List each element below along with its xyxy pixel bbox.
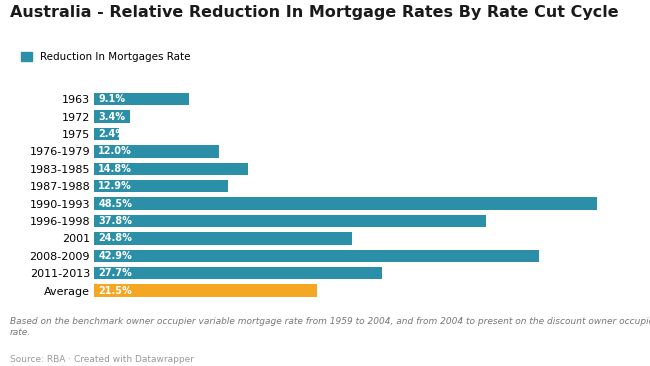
- Text: 42.9%: 42.9%: [98, 251, 132, 261]
- Text: 2.4%: 2.4%: [98, 129, 125, 139]
- Text: 14.8%: 14.8%: [98, 164, 133, 174]
- Text: 12.9%: 12.9%: [98, 181, 132, 191]
- Text: Based on the benchmark owner occupier variable mortgage rate from 1959 to 2004, : Based on the benchmark owner occupier va…: [10, 317, 650, 337]
- Bar: [94, 267, 382, 280]
- Text: Source: RBA · Created with Datawrapper: Source: RBA · Created with Datawrapper: [10, 355, 194, 364]
- Text: 12.0%: 12.0%: [98, 146, 132, 156]
- Bar: [94, 145, 219, 158]
- Bar: [94, 180, 228, 193]
- Text: 48.5%: 48.5%: [98, 199, 133, 209]
- Text: 3.4%: 3.4%: [98, 112, 125, 122]
- Bar: [94, 250, 540, 262]
- Text: 27.7%: 27.7%: [98, 268, 132, 278]
- Text: 24.8%: 24.8%: [98, 234, 133, 243]
- Bar: [94, 215, 486, 227]
- Bar: [94, 93, 188, 105]
- Bar: [94, 110, 129, 123]
- Text: 21.5%: 21.5%: [98, 285, 132, 296]
- Bar: [94, 284, 317, 297]
- Bar: [94, 197, 597, 210]
- Text: 9.1%: 9.1%: [98, 94, 125, 104]
- Bar: [94, 128, 119, 140]
- Text: Australia - Relative Reduction In Mortgage Rates By Rate Cut Cycle: Australia - Relative Reduction In Mortga…: [10, 5, 618, 20]
- Text: 37.8%: 37.8%: [98, 216, 133, 226]
- Bar: [94, 232, 352, 245]
- Legend: Reduction In Mortgages Rate: Reduction In Mortgages Rate: [21, 52, 190, 62]
- Bar: [94, 163, 248, 175]
